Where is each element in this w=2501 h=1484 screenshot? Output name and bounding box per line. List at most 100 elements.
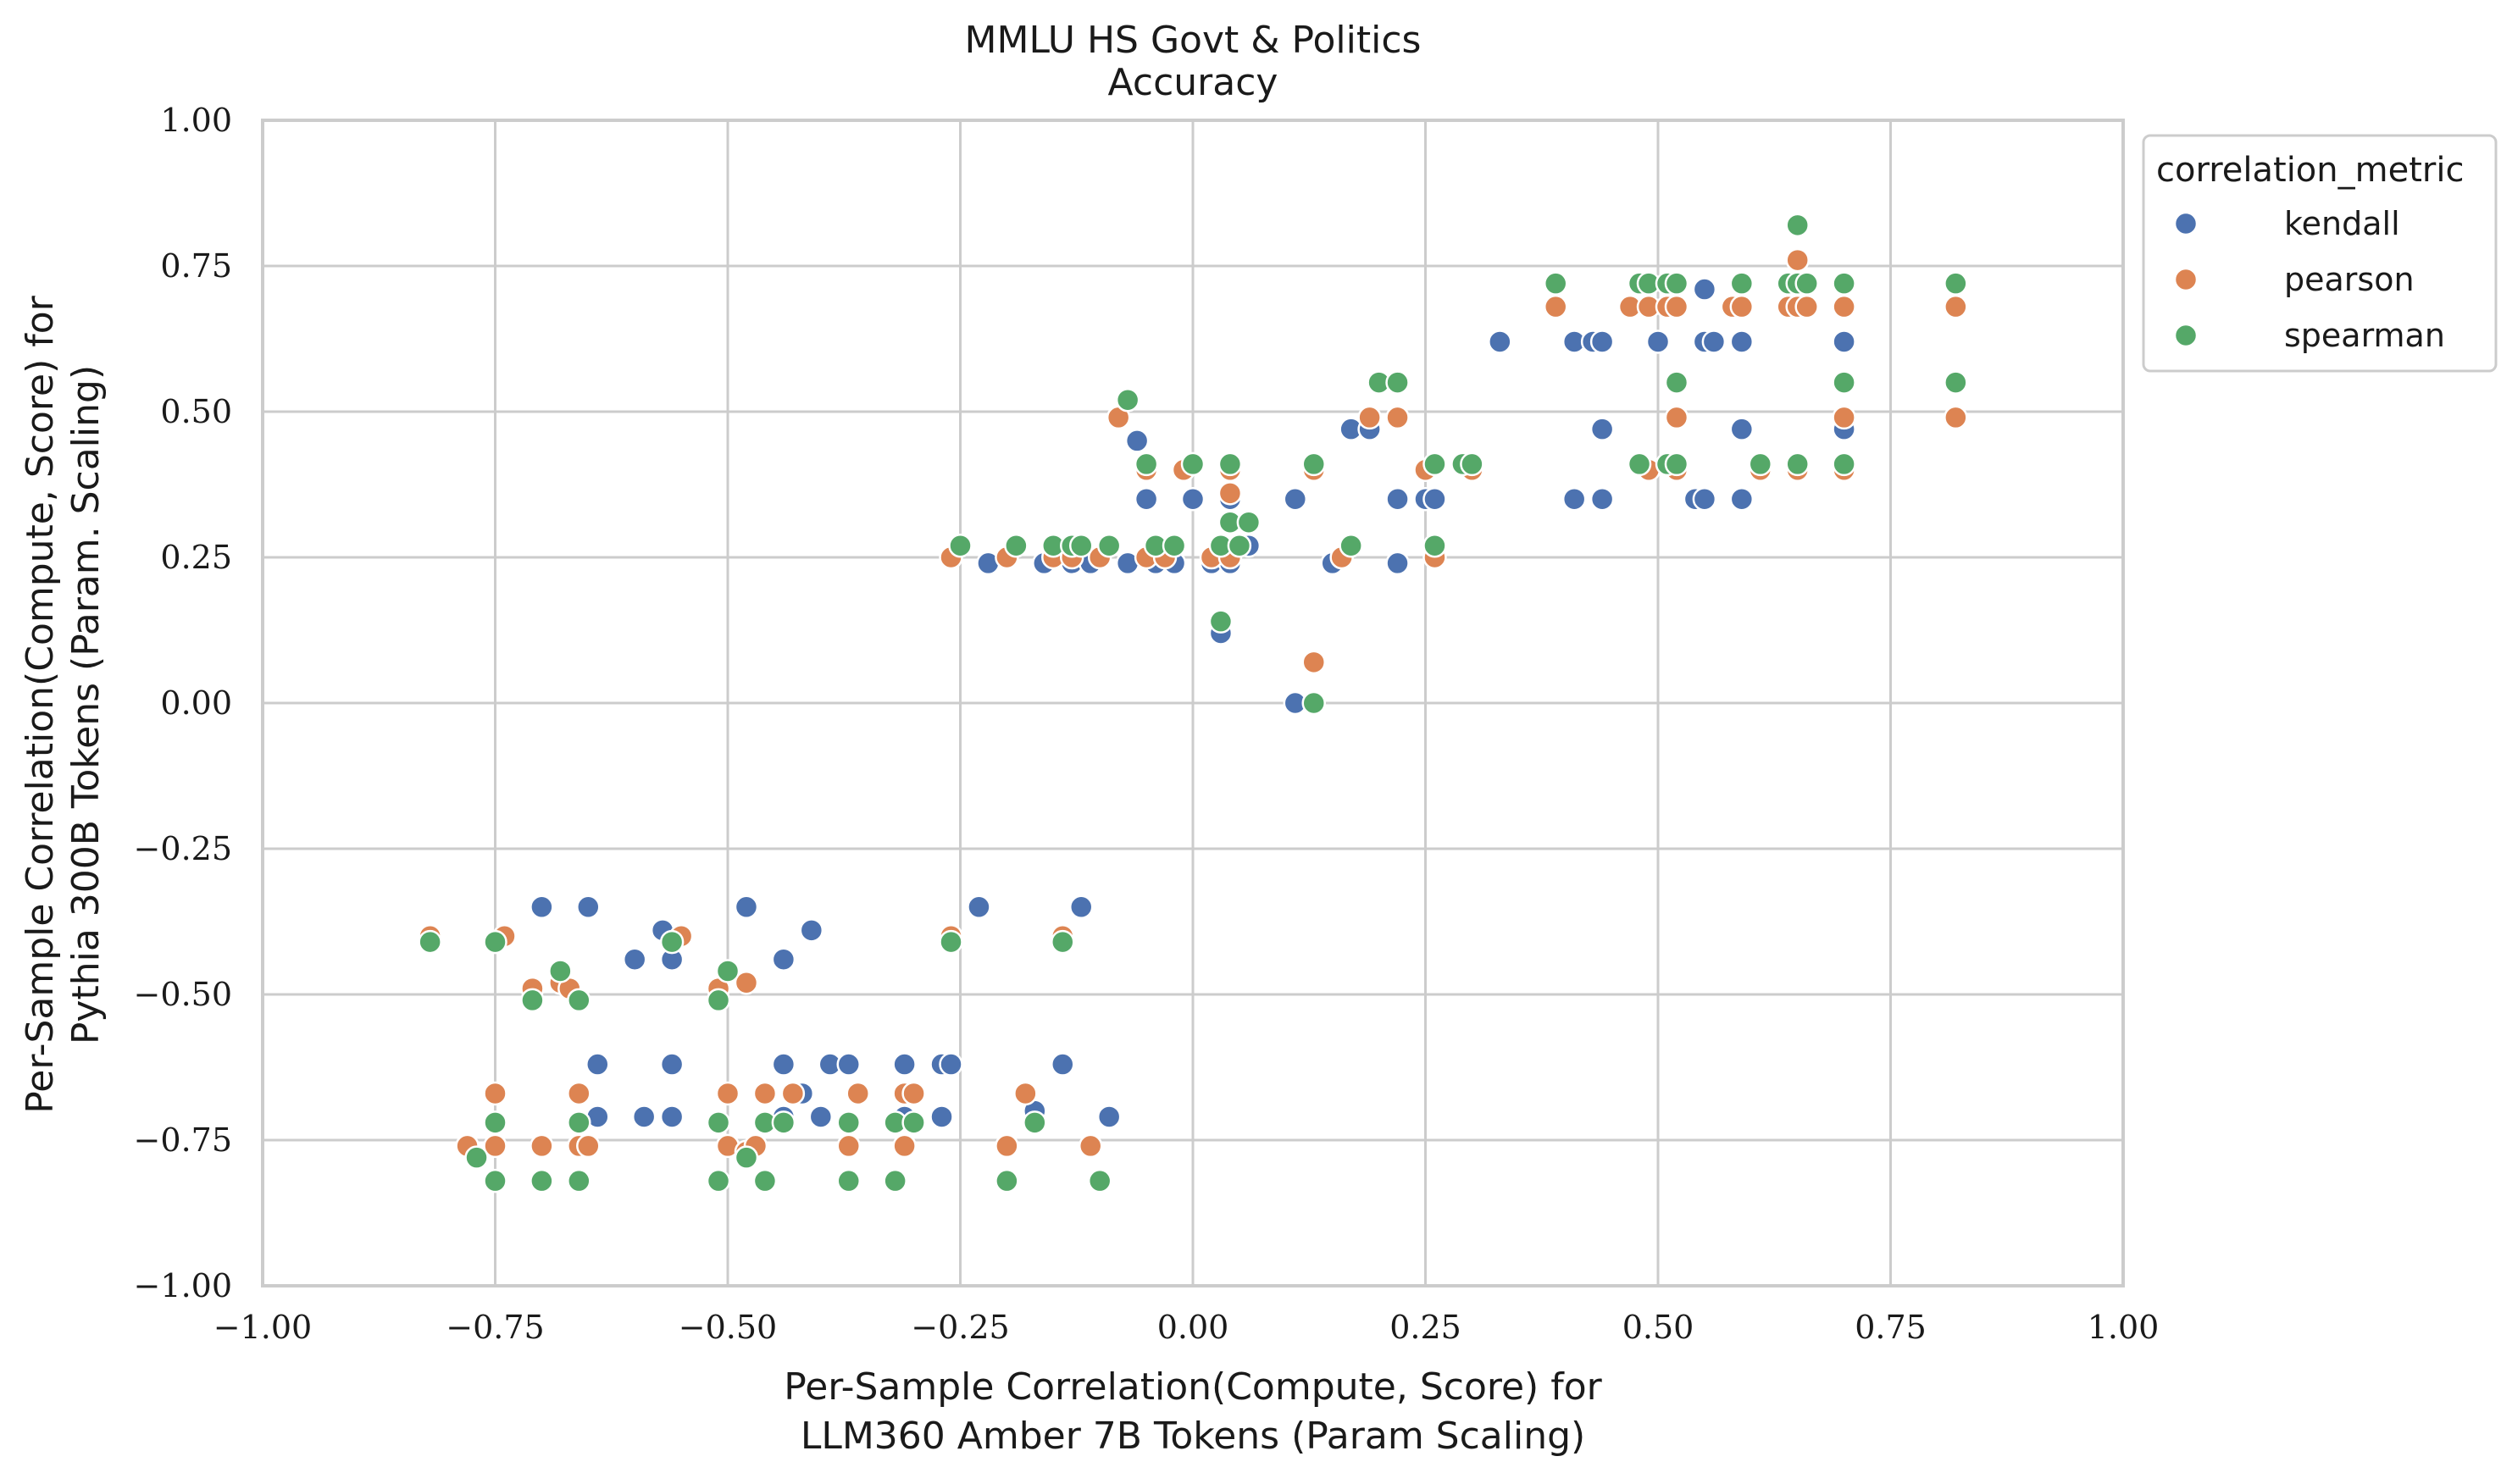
spearman-point (1664, 370, 1689, 395)
spearman-point (567, 1168, 591, 1193)
kendall-point (659, 1105, 685, 1129)
pearson-point (530, 1133, 554, 1159)
y-axis-label-line-2: Pythia 300B Tokens (Param. Scaling) (64, 365, 108, 1044)
legend: correlation_metric kendall pearson spearma… (2142, 134, 2498, 373)
kendall-point (1589, 329, 1615, 354)
kendall-point (1645, 329, 1671, 354)
spearman-point (1051, 929, 1075, 955)
spearman-point (752, 1168, 778, 1193)
spearman-point (948, 533, 973, 558)
kendall-point (622, 947, 647, 972)
spearman-point (1832, 370, 1856, 395)
plot-frame (261, 119, 2125, 1287)
spearman-point (1236, 510, 1262, 534)
kendall-point (1488, 329, 1512, 354)
spearman-point (1068, 533, 1094, 558)
spearman-point (1339, 533, 1363, 558)
pearson-point (1217, 481, 1243, 506)
pearson-point (752, 1081, 778, 1106)
spearman-point (1227, 533, 1252, 558)
spearman-point (995, 1168, 1019, 1193)
spearman-point (520, 988, 545, 1013)
spearman-point (1422, 533, 1447, 558)
pearson-point (1729, 294, 1755, 319)
legend-box (2142, 134, 2498, 373)
kendall-point (1729, 417, 1755, 441)
spearman-point (1134, 451, 1159, 477)
kendall-point (1832, 329, 1856, 354)
pearson-point (1832, 405, 1856, 430)
spearman-point (706, 1168, 731, 1193)
spearman-point (483, 1168, 507, 1193)
spearman-point (1385, 370, 1410, 395)
spearman-point (1217, 451, 1243, 477)
kendall-point (1729, 329, 1755, 354)
spearman-point (1301, 451, 1326, 477)
pearson-point (576, 1133, 601, 1159)
pearson-point (1664, 294, 1689, 319)
kendall-point (1124, 429, 1150, 453)
kendall-point (1068, 894, 1094, 920)
kendall-point (1051, 1052, 1075, 1077)
y-tick-label: −0.50 (134, 976, 232, 1013)
spearman-point (483, 1110, 507, 1135)
pearson-point (846, 1081, 870, 1106)
kendall-point (967, 894, 991, 920)
spearman-point (1944, 271, 1968, 296)
kendall-point (1692, 486, 1717, 512)
pearson-point (780, 1081, 806, 1106)
x-tick-label: −1.00 (214, 1309, 312, 1346)
legend-marker-spearman (2173, 323, 2199, 348)
spearman-point (1115, 387, 1140, 413)
kendall-point (808, 1105, 834, 1129)
x-tick-label: 0.75 (1855, 1309, 1927, 1346)
spearman-point (1794, 271, 1819, 296)
pearson-point (901, 1081, 926, 1106)
pearson-point (483, 1081, 507, 1106)
spearman-point (567, 1110, 591, 1135)
kendall-point (1701, 329, 1727, 354)
pearson-point (1944, 405, 1968, 430)
spearman-point (1543, 271, 1568, 296)
spearman-point (1087, 1168, 1112, 1193)
y-tick-label: 1.00 (160, 102, 232, 139)
pearson-point (1543, 294, 1568, 319)
legend-label-kendall: kendall (2284, 205, 2400, 242)
kendall-point (939, 1052, 963, 1077)
kendall-point (659, 1052, 685, 1077)
y-tick-labels: −1.00 −0.75 −0.50 −0.25 0.00 0.25 0.50 0.75 1.00 (134, 102, 232, 1304)
x-axis-label-line-1: Per-Sample Correlation(Compute, Score) f… (784, 1365, 1602, 1409)
spearman-point (771, 1110, 796, 1135)
kendall-point (585, 1052, 610, 1077)
spearman-point (1422, 451, 1447, 477)
x-tick-label: 0.25 (1389, 1309, 1461, 1346)
spearman-point (706, 1110, 731, 1135)
y-tick-label: −1.00 (134, 1267, 232, 1304)
spearman-point (1785, 213, 1810, 238)
y-axis-label-line-1: Per-Sample Correlation(Compute, Score) f… (19, 295, 62, 1113)
y-tick-label: 0.50 (160, 393, 232, 430)
kendall-point (1096, 1105, 1122, 1129)
spearman-point (1748, 451, 1773, 477)
x-tick-labels: −1.00 −0.75 −0.50 −0.25 0.00 0.25 0.50 0.75 1.00 (214, 1309, 2160, 1346)
spearman-point (530, 1168, 554, 1193)
x-tick-label: −0.25 (911, 1309, 1009, 1346)
pearson-point (892, 1133, 917, 1159)
spearman-point (418, 929, 442, 955)
y-tick-label: 0.00 (160, 684, 232, 722)
pearson-point (1785, 247, 1810, 273)
kendall-point (1692, 277, 1717, 302)
kendall-point (1561, 486, 1587, 512)
spearman-point (715, 959, 740, 983)
x-tick-label: 0.50 (1622, 1309, 1694, 1346)
kendall-point (892, 1052, 917, 1077)
x-tick-label: 0.00 (1157, 1309, 1229, 1346)
kendall-point (799, 918, 824, 943)
chart-subtitle: Accuracy (1108, 61, 1278, 104)
data-points (418, 213, 1968, 1193)
spearman-point (1832, 451, 1856, 477)
pearson-point (1794, 294, 1819, 319)
pearson-point (1013, 1081, 1038, 1106)
pearson-point (567, 1081, 591, 1106)
